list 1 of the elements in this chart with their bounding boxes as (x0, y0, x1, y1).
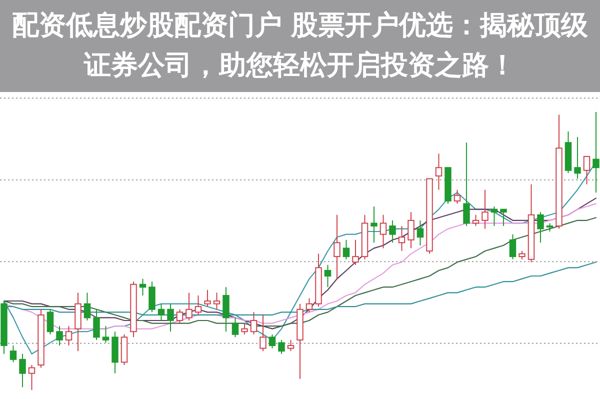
chart-title: 配资低息炒股配资门户 股票开户优选：揭秘顶级证券公司，助您轻松开启投资之路！ (0, 0, 600, 92)
